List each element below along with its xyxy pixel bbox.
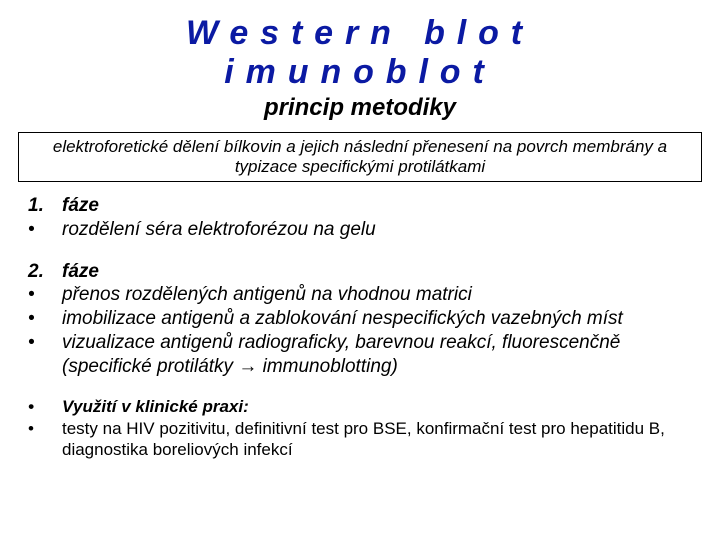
usage-text-row: • testy na HIV pozitivitu, definitivní t… [28,418,692,461]
bullet-icon: • [28,396,62,417]
phase-1-label: fáze [62,194,692,218]
phase-1-item-1-text: rozdělení séra elektroforézou na gelu [62,218,692,242]
bullet-icon: • [28,218,62,242]
bullet-icon: • [28,307,62,331]
phase-1-number: 1. [28,194,62,218]
content-area: 1. fáze • rozdělení séra elektroforézou … [0,182,720,460]
phase-2-item-2-text: imobilizace antigenů a zablokování nespe… [62,307,692,331]
bullet-icon: • [28,331,62,379]
phase-1-block: 1. fáze • rozdělení séra elektroforézou … [28,194,692,242]
phase-2-label: fáze [62,260,692,284]
usage-heading-row: • Využití v klinické praxi: [28,396,692,417]
phase-2-item-1: • přenos rozdělených antigenů na vhodnou… [28,283,692,307]
bullet-icon: • [28,418,62,461]
main-title: Western blot imunoblot [0,0,720,92]
definition-box: elektroforetické dělení bílkovin a jejic… [18,132,702,182]
subtitle: princip metodiky [0,94,720,122]
usage-block: • Využití v klinické praxi: • testy na H… [28,396,692,460]
usage-text: testy na HIV pozitivitu, definitivní tes… [62,418,692,461]
phase-1-header: 1. fáze [28,194,692,218]
bullet-icon: • [28,283,62,307]
phase-1-item-1: • rozdělení séra elektroforézou na gelu [28,218,692,242]
title-line-2: imunoblot [0,53,720,92]
title-line-1: Western blot [0,14,720,53]
phase-2-item-3: • vizualizace antigenů radiograficky, ba… [28,331,692,379]
phase-2-number: 2. [28,260,62,284]
usage-heading: Využití v klinické praxi: [62,396,692,417]
phase-2-item-3-text: vizualizace antigenů radiograficky, bare… [62,331,692,379]
phase-2-item-1-text: přenos rozdělených antigenů na vhodnou m… [62,283,692,307]
phase-2-item-2: • imobilizace antigenů a zablokování nes… [28,307,692,331]
phase-2-header: 2. fáze [28,260,692,284]
definition-text: elektroforetické dělení bílkovin a jejic… [53,137,667,176]
phase-2-block: 2. fáze • přenos rozdělených antigenů na… [28,260,692,379]
